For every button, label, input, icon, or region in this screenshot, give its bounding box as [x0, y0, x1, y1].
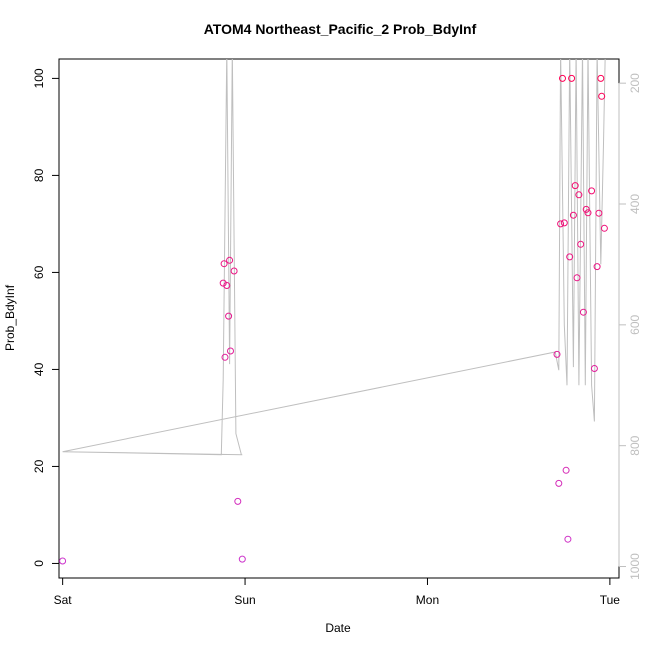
trace-line [62, 59, 606, 456]
data-point [564, 535, 572, 543]
data-point [577, 240, 585, 248]
y-tick-label: 100 [32, 68, 46, 88]
y2-tick-label: 400 [628, 194, 642, 214]
data-point [220, 260, 228, 268]
data-point [597, 74, 605, 82]
data-point [584, 209, 592, 217]
data-point [559, 74, 566, 82]
data-point [555, 479, 563, 487]
data-point [562, 466, 570, 474]
y-tick-label: 60 [32, 265, 46, 279]
data-point [234, 497, 242, 505]
chart-title: ATOM4 Northeast_Pacific_2 Prob_BdyInf [204, 21, 477, 37]
data-point [557, 220, 565, 228]
data-point [225, 312, 233, 320]
data-point [59, 557, 67, 565]
data-point [569, 211, 577, 219]
data-point [590, 365, 598, 372]
y-axis: 0 20 40 60 80 100 [32, 68, 60, 567]
data-point [579, 308, 587, 316]
data-point [595, 209, 603, 217]
data-point [219, 279, 227, 287]
data-point [221, 353, 229, 361]
data-point [593, 263, 601, 271]
y2-tick-label: 200 [628, 73, 642, 93]
y2-tick-label: 800 [628, 435, 642, 455]
data-point [227, 347, 234, 355]
x-axis: Sat Sun Mon Tue [54, 577, 621, 607]
y-axis-label: Prob_BdyInf [3, 284, 17, 351]
plot-frame [58, 58, 620, 579]
data-point [238, 555, 246, 563]
y-tick-label: 20 [32, 459, 46, 473]
x-tick-label: Tue [600, 593, 621, 607]
data-point [223, 282, 231, 289]
data-point [226, 256, 234, 264]
data-point [553, 350, 561, 358]
x-tick-label: Sat [54, 593, 73, 607]
y2-tick-label: 1000 [628, 553, 642, 580]
data-point [600, 224, 608, 232]
data-point [560, 219, 568, 227]
data-point [230, 267, 238, 275]
data-point [571, 182, 579, 190]
data-point [598, 92, 606, 100]
y-tick-label: 0 [32, 560, 46, 567]
x-axis-label: Date [325, 621, 351, 635]
y-tick-label: 40 [32, 362, 46, 376]
data-point [588, 187, 596, 195]
data-point [566, 253, 574, 261]
data-points [59, 74, 608, 565]
x-tick-label: Sun [234, 593, 255, 607]
data-point [573, 274, 581, 282]
trace-lines [62, 59, 606, 456]
data-point [568, 74, 576, 82]
y-tick-label: 80 [32, 168, 46, 182]
y2-tick-label: 600 [628, 315, 642, 335]
x-tick-label: Mon [416, 593, 439, 607]
data-point [582, 205, 590, 213]
data-point [575, 191, 583, 199]
secondary-y-axis: 200 400 600 800 1000 [618, 73, 642, 580]
